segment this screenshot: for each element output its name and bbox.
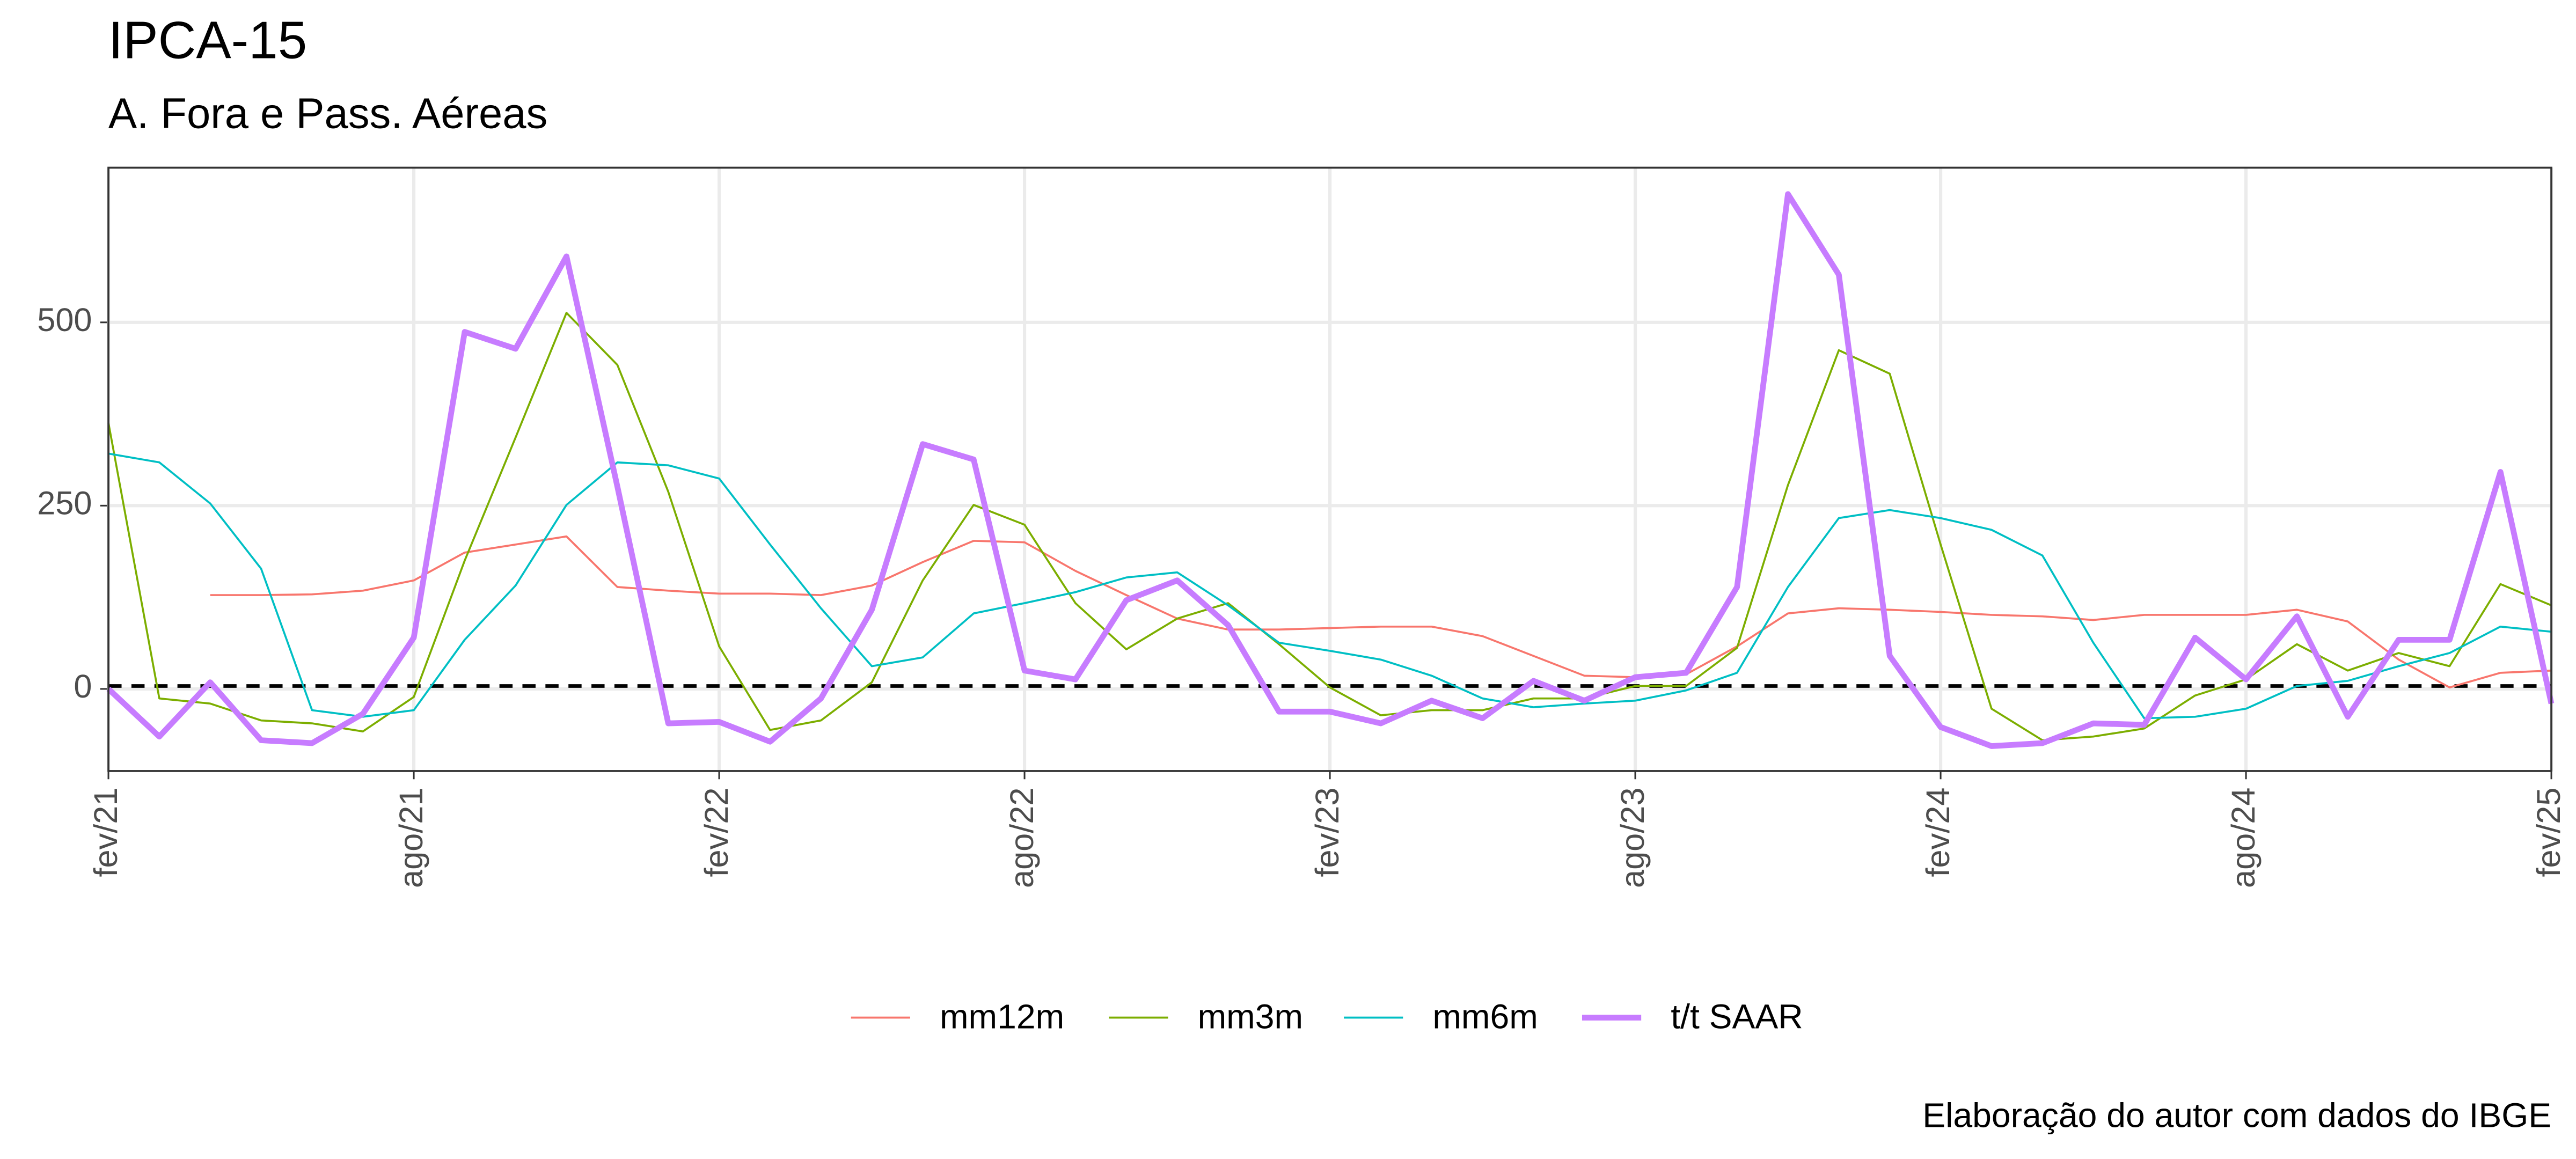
chart-title: IPCA-15 (108, 11, 307, 70)
series-line (107, 312, 2552, 742)
series-line (108, 452, 2552, 720)
legend-label: mm12m (940, 997, 1064, 1036)
legend-label: t/t SAAR (1671, 997, 1803, 1036)
y-tick-label: 250 (37, 485, 92, 522)
plot-border (107, 166, 2552, 772)
caption: Elaboração do autor com dados do IBGE (1922, 1096, 2551, 1134)
x-tick-label: ago/21 (393, 788, 429, 888)
y-tick-label: 0 (74, 668, 92, 705)
x-tick-label: fev/21 (87, 788, 124, 877)
x-tick-label: ago/23 (1614, 788, 1651, 888)
x-tick-label: fev/24 (1920, 788, 1956, 877)
x-tick-label: ago/22 (1004, 788, 1040, 888)
x-tick-label: fev/23 (1309, 788, 1345, 877)
y-tick-label: 500 (37, 302, 92, 338)
legend-label: mm3m (1198, 997, 1303, 1036)
x-tick-label: ago/24 (2225, 788, 2262, 888)
series-line (106, 191, 2555, 749)
series-line (210, 535, 2552, 689)
legend-label: mm6m (1432, 997, 1538, 1036)
chart-subtitle: A. Fora e Pass. Aéreas (108, 90, 547, 137)
x-tick-label: fev/25 (2530, 788, 2567, 877)
x-tick-label: fev/22 (698, 788, 735, 877)
